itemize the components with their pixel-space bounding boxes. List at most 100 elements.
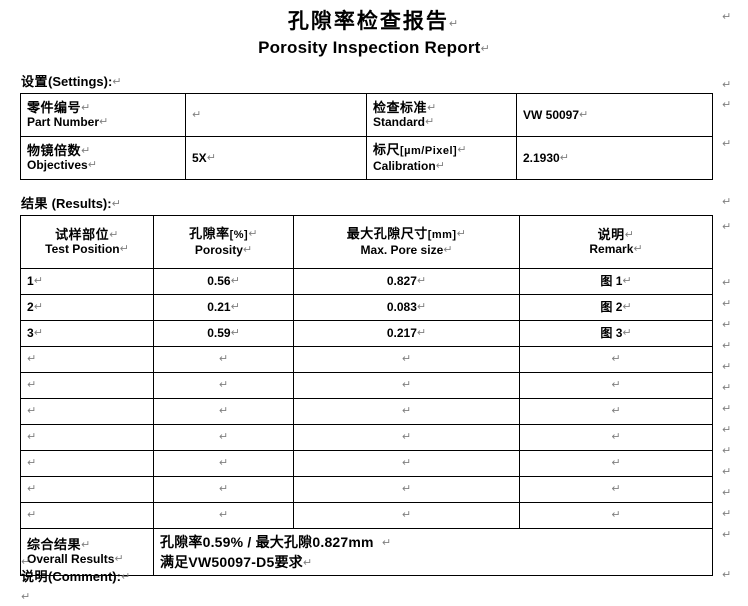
pilcrow-icon: ↵	[611, 379, 621, 391]
overall-label-cn: 综合结果	[27, 537, 82, 552]
cell-test-position[interactable]: ↵	[20, 398, 154, 425]
column-header-en: Test Position	[45, 242, 120, 256]
settings-calibration-value[interactable]: 2.1930↵	[516, 136, 713, 180]
pilcrow-icon: ↵	[192, 108, 202, 121]
cell-test-position[interactable]: ↵	[20, 476, 154, 503]
table-row: 1↵ 0.56↵ 0.827↵ 图 1↵	[20, 268, 713, 295]
cell-porosity-value[interactable]: ↵	[153, 424, 294, 451]
standard-label-en: Standard	[373, 115, 426, 129]
settings-part-number-value[interactable]: ↵	[185, 93, 367, 137]
cell-test-position[interactable]: 1↵	[20, 268, 154, 295]
pilcrow-icon: ↵	[624, 229, 635, 241]
cell-remark-value[interactable]: ↵	[519, 450, 713, 477]
settings-standard-label: 检查标准↵ Standard↵	[366, 93, 517, 137]
pilcrow-icon: ↵	[230, 275, 240, 287]
pilcrow-icon: ↵	[425, 116, 435, 128]
pilcrow-icon: ↵	[611, 483, 621, 495]
cell-max-pore-size-value[interactable]: 0.217↵	[293, 320, 520, 347]
cell-max-pore-size-value[interactable]: ↵	[293, 502, 520, 529]
overall-label-en: Overall Results	[27, 552, 115, 566]
settings-standard-value[interactable]: VW 50097↵	[516, 93, 713, 137]
cell-remark-value[interactable]: ↵	[519, 398, 713, 425]
comment-label-cn: 说明	[21, 569, 49, 584]
pilcrow-icon: ↵	[112, 76, 122, 88]
column-header-unit: [mm]	[427, 229, 457, 241]
pilcrow-icon: ↵	[218, 379, 229, 391]
pilcrow-icon: ↵	[456, 228, 467, 240]
pilcrow-icon: ↵	[381, 537, 392, 549]
cell-max-pore-size-value[interactable]: ↵	[293, 476, 520, 503]
pilcrow-icon: ↵	[416, 301, 427, 313]
cell-test-position[interactable]: 3↵	[20, 320, 154, 347]
cell-porosity-value[interactable]: ↵	[153, 502, 294, 529]
table-row: ↵ ↵ ↵ ↵	[20, 450, 713, 477]
cell-remark-value[interactable]: 图 2↵	[519, 294, 713, 321]
cell-remark-value[interactable]: 图 1↵	[519, 268, 713, 295]
overall-results-label: 综合结果↵ Overall Results↵	[20, 528, 154, 576]
test-position: 2	[27, 300, 34, 314]
settings-section-label: 设置(Settings):↵	[21, 73, 122, 91]
pilcrow-icon: ↵	[111, 198, 121, 210]
page-title-cn: 孔隙率检查报告↵	[0, 8, 748, 36]
cell-remark-value[interactable]: ↵	[519, 424, 713, 451]
cell-test-position[interactable]: ↵	[20, 424, 154, 451]
test-position: 1	[27, 274, 34, 288]
cell-test-position[interactable]: 2↵	[20, 294, 154, 321]
cell-max-pore-size-value[interactable]: 0.827↵	[293, 268, 520, 295]
pilcrow-icon: ↵	[611, 457, 621, 469]
cell-max-pore-size-value[interactable]: 0.083↵	[293, 294, 520, 321]
cell-test-position[interactable]: ↵	[20, 372, 154, 399]
column-header-en: Porosity	[194, 243, 243, 257]
column-header-3: 最大孔隙尺寸[mm]↵ Max. Pore size↵	[293, 215, 520, 269]
cell-porosity-value[interactable]: ↵	[153, 450, 294, 477]
table-row: 物镜倍数↵ Objectives↵ 5X↵ 标尺[µm/Pixel]↵ Cali…	[20, 136, 713, 180]
pilcrow-icon: ↵	[622, 275, 632, 287]
pilcrow-icon: ↵	[722, 221, 732, 233]
cell-max-pore-size-value[interactable]: ↵	[293, 398, 520, 425]
results-section-label: 结果 (Results):↵	[21, 195, 121, 213]
cell-max-pore-size-value[interactable]: ↵	[293, 372, 520, 399]
table-row: ↵ ↵ ↵ ↵	[20, 398, 713, 425]
column-header-1: 试样部位↵ Test Position↵	[20, 215, 154, 269]
cell-porosity-value[interactable]: ↵	[153, 476, 294, 503]
cell-porosity-value[interactable]: 0.59↵	[153, 320, 294, 347]
cell-test-position[interactable]: ↵	[20, 502, 154, 529]
cell-remark-value[interactable]: ↵	[519, 346, 713, 373]
cell-porosity-value[interactable]: ↵	[153, 372, 294, 399]
cell-max-pore-size-value[interactable]: ↵	[293, 424, 520, 451]
settings-table: 零件编号↵ Part Number↵ ↵ 检查标准↵ Standard↵ VW …	[20, 93, 713, 180]
overall-results-value[interactable]: 孔隙率0.59% / 最大孔隙0.827mm ↵ 满足VW50097-D5要求↵	[153, 528, 713, 576]
porosity-value: 0.56	[207, 274, 231, 288]
cell-remark-value[interactable]: ↵	[519, 372, 713, 399]
standard-value: VW 50097	[523, 107, 580, 122]
pilcrow-icon: ↵	[722, 361, 732, 373]
settings-objectives-value[interactable]: 5X↵	[185, 136, 367, 180]
cell-porosity-value[interactable]: ↵	[153, 346, 294, 373]
comment-value-area[interactable]: ↵	[21, 588, 30, 606]
results-table: 试样部位↵ Test Position↵ 孔隙率[%]↵ Porosity↵ 最大孔隙尺…	[20, 215, 713, 576]
cell-test-position[interactable]: ↵	[20, 450, 154, 477]
page-title-en: Porosity Inspection Report↵	[0, 36, 748, 60]
cell-max-pore-size-value[interactable]: ↵	[293, 346, 520, 373]
pilcrow-icon: ↵	[81, 145, 91, 157]
cell-remark-value[interactable]: ↵	[519, 502, 713, 529]
max-pore-size-value: 0.083	[386, 300, 417, 314]
cell-test-position[interactable]: ↵	[20, 346, 154, 373]
cell-porosity-value[interactable]: 0.21↵	[153, 294, 294, 321]
cell-remark-value[interactable]: ↵	[519, 476, 713, 503]
cell-remark-value[interactable]: 图 3↵	[519, 320, 713, 347]
pilcrow-icon: ↵	[448, 18, 461, 30]
settings-part-number-label: 零件编号↵ Part Number↵	[20, 93, 186, 137]
pilcrow-icon: ↵	[457, 144, 467, 156]
pilcrow-icon: ↵	[230, 327, 240, 339]
pilcrow-icon: ↵	[722, 403, 732, 415]
pilcrow-icon: ↵	[218, 431, 229, 443]
cell-max-pore-size-value[interactable]: ↵	[293, 450, 520, 477]
pilcrow-icon: ↵	[33, 327, 43, 339]
settings-objectives-label: 物镜倍数↵ Objectives↵	[20, 136, 186, 180]
pilcrow-icon: ↵	[87, 159, 97, 171]
comment-leading-pilcrow: ↵	[21, 557, 30, 569]
cell-porosity-value[interactable]: ↵	[153, 398, 294, 425]
cell-porosity-value[interactable]: 0.56↵	[153, 268, 294, 295]
